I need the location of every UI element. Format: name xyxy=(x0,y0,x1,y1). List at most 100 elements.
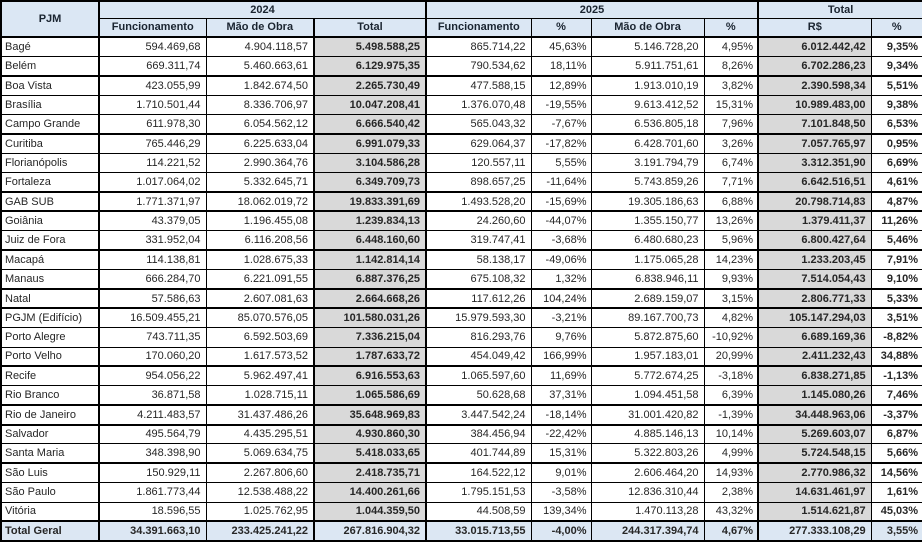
cell-total-2024[interactable]: 6.349.709,73 xyxy=(312,172,428,194)
column-header-func-2024[interactable]: Funcionamento xyxy=(98,17,207,38)
cell-mao-2025[interactable]: 89.167.700,73 xyxy=(590,307,705,329)
cell-total-2024[interactable]: 1.239.834,13 xyxy=(312,210,428,232)
column-header-total-pct[interactable]: % xyxy=(870,17,922,38)
cell-pjm[interactable]: Curitiba xyxy=(0,133,100,154)
cell-func-2025[interactable]: 629.064,37 xyxy=(425,133,532,154)
cell-total-rs[interactable]: 6.012.442,42 xyxy=(757,36,872,57)
cell-total-pct[interactable]: 5,33% xyxy=(870,288,922,310)
cell-mao-2025[interactable]: 5.146.728,20 xyxy=(590,36,705,57)
cell-mao-2025[interactable]: 1.957.183,01 xyxy=(590,346,705,368)
cell-total-pct[interactable]: 7,91% xyxy=(870,249,922,271)
cell-pct-func-2025[interactable]: 9,01% xyxy=(530,462,592,484)
cell-mao-2025[interactable]: 6.536.805,18 xyxy=(590,113,705,135)
cell-mao-2024[interactable]: 5.962.497,41 xyxy=(205,365,315,387)
cell-mao-2024[interactable]: 1.617.573,52 xyxy=(205,346,315,368)
cell-pct-func-2025[interactable]: -49,06% xyxy=(530,249,592,271)
cell-pct-mao-2025[interactable]: 13,26% xyxy=(703,210,759,232)
cell-total-rs[interactable]: 6.689.169,36 xyxy=(757,327,872,348)
cell-total-2024[interactable]: 2.418.735,71 xyxy=(312,462,428,484)
cell-pjm[interactable]: Juiz de Fora xyxy=(0,230,100,252)
cell-mao-2024[interactable]: 1.842.674,50 xyxy=(205,75,315,96)
cell-func-2024[interactable]: 743.711,35 xyxy=(98,327,207,348)
cell-total-2024[interactable]: 19.833.391,69 xyxy=(312,191,428,213)
cell-mao-2024[interactable]: 4.435.295,51 xyxy=(205,423,315,445)
cell-func-2025[interactable]: 401.744,89 xyxy=(425,443,532,465)
cell-total-pct[interactable]: 9,38% xyxy=(870,94,922,116)
cell-mao-2025[interactable]: 5.772.674,25 xyxy=(590,365,705,387)
cell-pct-mao-2025[interactable]: 6,88% xyxy=(703,191,759,213)
cell-pct-func-2025[interactable]: 45,63% xyxy=(530,36,592,57)
cell-total-2024[interactable]: 1.044.359,50 xyxy=(312,501,428,523)
cell-total-rs[interactable]: 1.379.411,37 xyxy=(757,210,872,232)
cell-pct-func-2025[interactable]: 37,31% xyxy=(530,385,592,407)
cell-total-rs[interactable]: 7.514.054,43 xyxy=(757,268,872,290)
cell-pjm[interactable]: Rio de Janeiro xyxy=(0,404,100,426)
cell-pct-mao-2025[interactable]: 3,82% xyxy=(703,75,759,96)
cell-total-2024[interactable]: 1.787.633,72 xyxy=(312,346,428,368)
cell-func-2025[interactable]: 384.456,94 xyxy=(425,423,532,445)
cell-total-pct[interactable]: 6,69% xyxy=(870,152,922,174)
cell-pct-func-2025[interactable]: 5,55% xyxy=(530,152,592,174)
cell-func-2024[interactable]: 150.929,11 xyxy=(98,462,207,484)
cell-total-pct[interactable]: 0,95% xyxy=(870,133,922,154)
cell-func-2024[interactable]: 331.952,04 xyxy=(98,230,207,252)
cell-pjm[interactable]: São Paulo xyxy=(0,482,100,503)
cell-func-2024[interactable]: 114.221,52 xyxy=(98,152,207,174)
cell-total-2024[interactable]: 101.580.031,26 xyxy=(312,307,428,329)
cell-pjm[interactable]: Natal xyxy=(0,288,100,310)
cell-pct-mao-2025[interactable]: 9,93% xyxy=(703,268,759,290)
cell-func-2025[interactable]: 117.612,26 xyxy=(425,288,532,310)
cell-mao-2025[interactable]: 9.613.412,52 xyxy=(590,94,705,116)
cell-total-pct[interactable]: 5,51% xyxy=(870,75,922,96)
cell-total-pct[interactable]: 9,35% xyxy=(870,36,922,57)
cell-func-2025[interactable]: 3.447.542,24 xyxy=(425,404,532,426)
cell-mao-2024[interactable]: 8.336.706,97 xyxy=(205,94,315,116)
group-header-total[interactable]: Total xyxy=(757,0,922,19)
cell-func-2024[interactable]: 765.446,29 xyxy=(98,133,207,154)
column-header-mao-2024[interactable]: Mão de Obra xyxy=(205,17,315,38)
cell-mao-2024[interactable]: 2.267.806,60 xyxy=(205,462,315,484)
cell-total-pct[interactable]: -1,13% xyxy=(870,365,922,387)
cell-pjm[interactable]: Vitória xyxy=(0,501,100,523)
cell-total-rs[interactable]: 6.702.286,23 xyxy=(757,55,872,77)
cell-pct-func-2025[interactable]: 15,31% xyxy=(530,443,592,465)
cell-func-2025[interactable]: 865.714,22 xyxy=(425,36,532,57)
cell-func-2024[interactable]: 423.055,99 xyxy=(98,75,207,96)
cell-pjm[interactable]: Fortaleza xyxy=(0,172,100,194)
cell-pjm[interactable]: Brasília xyxy=(0,94,100,116)
cell-func-2025[interactable]: 164.522,12 xyxy=(425,462,532,484)
cell-pct-mao-2025[interactable]: 20,99% xyxy=(703,346,759,368)
cell-total-pct[interactable]: 34,88% xyxy=(870,346,922,368)
cell-pct-mao-2025[interactable]: 6,74% xyxy=(703,152,759,174)
cell-func-2024[interactable]: 594.469,68 xyxy=(98,36,207,57)
cell-total-pct[interactable]: 6,53% xyxy=(870,113,922,135)
cell-pct-mao-2025[interactable]: 3,15% xyxy=(703,288,759,310)
cell-total-pct[interactable]: 1,61% xyxy=(870,482,922,503)
cell-total-2024[interactable]: 1.142.814,14 xyxy=(312,249,428,271)
cell-mao-2025[interactable]: 5.322.803,26 xyxy=(590,443,705,465)
cell-pjm[interactable]: Florianópolis xyxy=(0,152,100,174)
cell-pct-func-2025[interactable]: -15,69% xyxy=(530,191,592,213)
cell-pjm[interactable]: Campo Grande xyxy=(0,113,100,135)
cell-total-rs[interactable]: 10.989.483,00 xyxy=(757,94,872,116)
cell-total-2024[interactable]: 10.047.208,41 xyxy=(312,94,428,116)
cell-pct-func-2025[interactable]: 18,11% xyxy=(530,55,592,77)
cell-mao-2025[interactable]: 3.191.794,79 xyxy=(590,152,705,174)
cell-pct-func-2025[interactable]: -3,68% xyxy=(530,230,592,252)
cell-total-pct[interactable]: 4,61% xyxy=(870,172,922,194)
cell-pjm[interactable]: Manaus xyxy=(0,268,100,290)
cell-total-rs[interactable]: 6.838.271,85 xyxy=(757,365,872,387)
cell-mao-2024[interactable]: 18.062.019,72 xyxy=(205,191,315,213)
cell-pct-func-2025[interactable]: 11,69% xyxy=(530,365,592,387)
cell-mao-2024[interactable]: 6.225.633,04 xyxy=(205,133,315,154)
cell-func-2024[interactable]: 36.871,58 xyxy=(98,385,207,407)
cell-pjm[interactable]: Bagé xyxy=(0,36,100,57)
cell-pct-mao-2025[interactable]: 8,26% xyxy=(703,55,759,77)
cell-func-2025[interactable]: 120.557,11 xyxy=(425,152,532,174)
column-header-pct-func-2025[interactable]: % xyxy=(530,17,592,38)
cell-pct-mao-2025[interactable]: -3,18% xyxy=(703,365,759,387)
cell-pct-func-2025[interactable]: 12,89% xyxy=(530,75,592,96)
cell-mao-2024[interactable]: 5.332.645,71 xyxy=(205,172,315,194)
cell-pct-func-2025[interactable]: -19,55% xyxy=(530,94,592,116)
cell-total-pct[interactable]: 9,10% xyxy=(870,268,922,290)
